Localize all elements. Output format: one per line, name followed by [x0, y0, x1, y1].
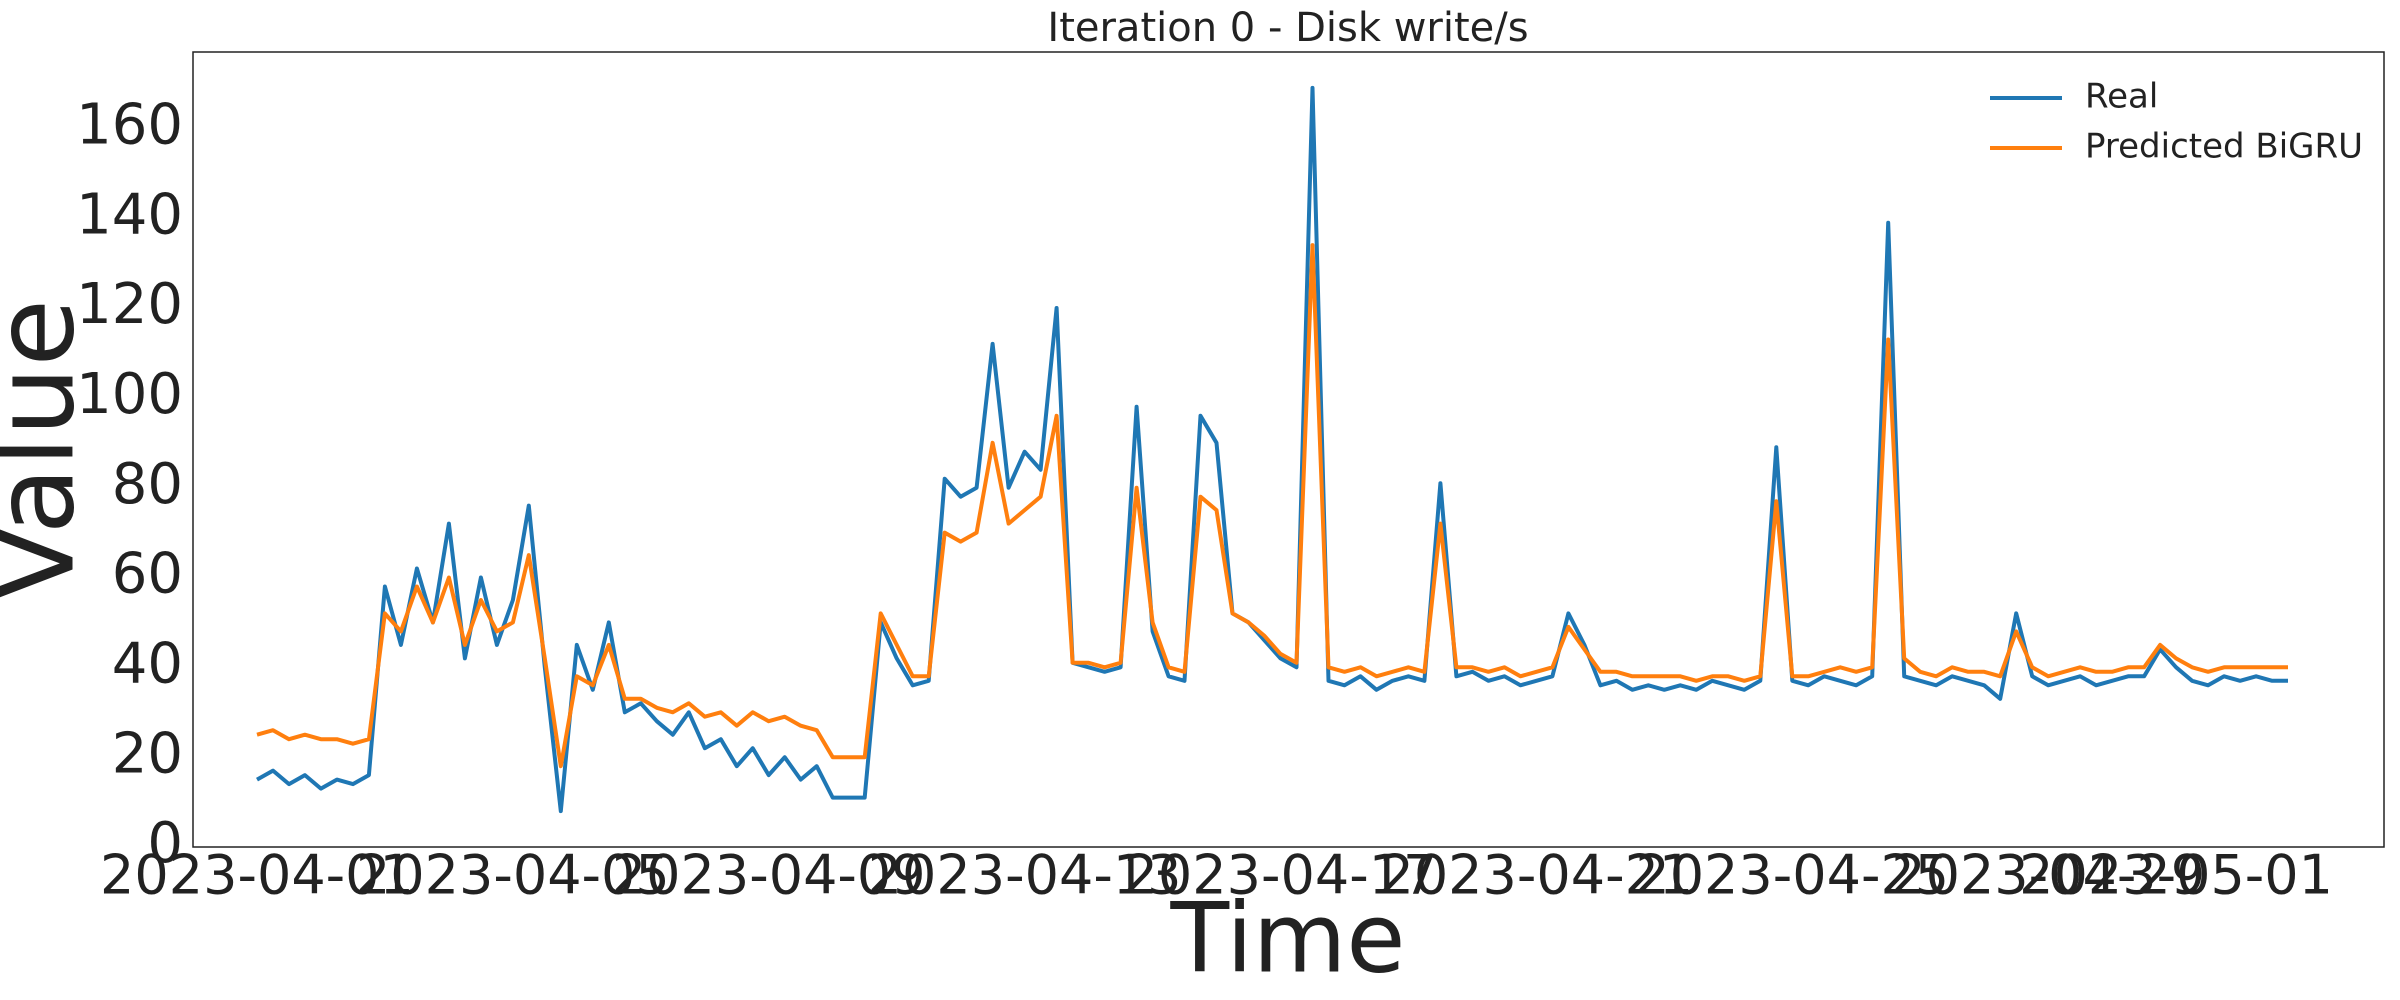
y-axis-label: Value — [0, 299, 98, 601]
x-tick-label: 2023-04-21 — [1379, 844, 1693, 907]
x-tick-label: 2023-05-01 — [2019, 844, 2333, 907]
y-tick-label: 120 — [76, 272, 183, 337]
y-tick-label: 20 — [112, 721, 183, 786]
y-tick-label: 0 — [147, 811, 183, 876]
plot-frame — [192, 51, 2385, 848]
y-tick-label: 80 — [112, 452, 183, 517]
y-tick-label: 140 — [76, 182, 183, 247]
y-tick-label: 60 — [112, 542, 183, 607]
data-line — [256, 243, 2288, 769]
chart-title: Iteration 0 - Disk write/s — [1047, 5, 1528, 51]
x-tick-label: 2023-04-13 — [868, 844, 1182, 907]
y-tick-label: 100 — [76, 362, 183, 427]
legend-label: Real — [2085, 77, 2158, 117]
x-tick-label: 2023-04-29 — [1891, 844, 2205, 907]
y-tick-label: 40 — [112, 631, 183, 696]
x-tick-label: 2023-04-25 — [1635, 844, 1949, 907]
y-tick-label: 160 — [76, 92, 183, 157]
x-axis-label: Time — [1170, 882, 1406, 994]
x-tick-label: 2023-04-17 — [1124, 844, 1438, 907]
data-line — [256, 85, 2288, 814]
x-tick-label: 2023-04-09 — [612, 844, 926, 907]
x-tick-label: 2023-04-05 — [356, 844, 670, 907]
x-tick-label: 2023-04-01 — [100, 844, 414, 907]
legend-label: Predicted BiGRU — [2085, 127, 2363, 167]
